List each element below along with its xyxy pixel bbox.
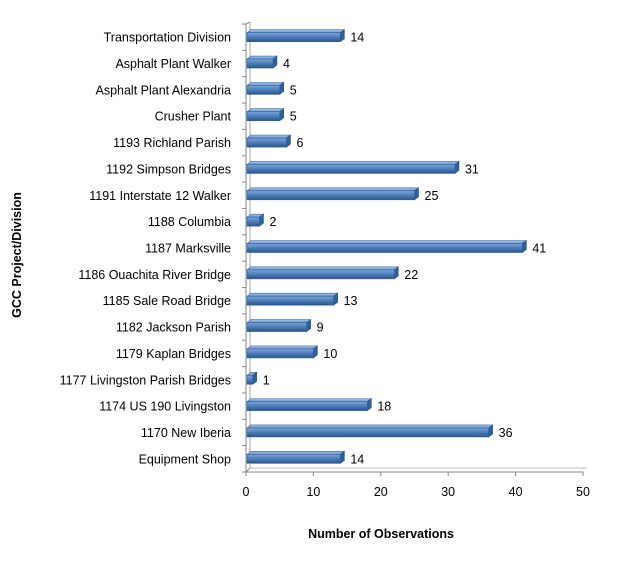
y-tick-label: 1187 Marksville <box>145 242 231 256</box>
x-tick-label: 20 <box>374 485 388 499</box>
data-label: 22 <box>404 268 418 282</box>
data-label: 36 <box>499 426 513 440</box>
bar <box>246 374 254 385</box>
data-label: 9 <box>317 321 324 335</box>
bar <box>246 190 415 201</box>
y-tick-label: 1192 Simpson Bridges <box>106 162 231 176</box>
bar-top <box>246 424 494 429</box>
x-tick-label: 10 <box>306 485 320 499</box>
bar-top <box>246 398 373 402</box>
y-axis-title: GCC Project/Division <box>10 192 24 318</box>
y-tick-label: Crusher Plant <box>155 110 232 124</box>
data-label: 31 <box>465 162 479 176</box>
bar <box>246 164 456 174</box>
bar-top <box>246 345 319 350</box>
data-label: 6 <box>296 136 303 150</box>
y-tick-label: Transportation Division <box>104 31 231 45</box>
data-label: 5 <box>290 110 297 124</box>
y-tick-label: 1182 Jackson Parish <box>116 321 231 335</box>
y-tick-label: 1186 Ouachita River Bridge <box>78 268 231 282</box>
chart-bars <box>246 29 528 464</box>
bar <box>246 427 489 438</box>
bar <box>246 216 260 227</box>
bar <box>246 401 368 411</box>
y-tick-label: Equipment Shop <box>139 452 231 466</box>
bar-top <box>246 29 346 33</box>
bar-top <box>246 319 312 323</box>
bar <box>246 243 523 253</box>
y-axis-top-edge <box>245 21 251 25</box>
data-label: 10 <box>323 347 337 361</box>
data-label: 14 <box>350 452 364 466</box>
x-tick-label: 30 <box>441 485 455 499</box>
bar-top <box>246 240 528 244</box>
x-tick-label: 50 <box>576 485 590 499</box>
category-labels: Transportation Division Asphalt Plant Wal… <box>60 31 232 467</box>
bar <box>246 85 281 95</box>
data-label: 18 <box>377 400 391 414</box>
data-label: 13 <box>344 294 358 308</box>
bar-top <box>246 292 339 297</box>
data-label: 2 <box>269 215 276 229</box>
bar <box>246 295 334 306</box>
y-tick-label: 1179 Kaplan Bridges <box>116 347 231 361</box>
y-tick-label: Asphalt Plant Walker <box>115 57 231 71</box>
y-tick-label: 1174 US 190 Livingston <box>99 400 231 414</box>
bar <box>246 454 341 464</box>
bar-top <box>246 82 285 86</box>
y-tick-label: 1193 Richland Parish <box>113 136 231 150</box>
bar <box>246 111 281 122</box>
y-tick-label: 1191 Interstate 12 Walker <box>89 189 231 203</box>
bar-top <box>246 134 292 139</box>
y-tick-label: Asphalt Plant Alexandria <box>95 83 231 97</box>
y-tick-label: 1177 Livingston Parish Bridges <box>60 373 231 387</box>
bar <box>246 137 287 148</box>
bar-top <box>246 451 346 455</box>
x-axis-title: Number of Observations <box>308 527 454 541</box>
floor-edge <box>245 467 251 473</box>
y-tick-label: 1170 New Iberia <box>141 426 231 440</box>
data-label: 14 <box>350 31 364 45</box>
bar <box>246 322 307 332</box>
bar <box>246 58 274 69</box>
bar-top <box>246 187 420 192</box>
bar-top <box>246 108 285 113</box>
y-tick-label: 1185 Sale Road Bridge <box>103 294 231 308</box>
x-tick-label: 0 <box>243 485 250 499</box>
bar <box>246 348 314 359</box>
y-tick-label: 1188 Columbia <box>148 215 231 229</box>
data-label: 25 <box>425 189 439 203</box>
x-tick-labels: 0 10 20 30 40 50 <box>243 485 590 499</box>
bar-top <box>246 266 400 271</box>
bar <box>246 32 341 42</box>
x-tick-label: 40 <box>509 485 523 499</box>
bar <box>246 269 395 280</box>
bar-top <box>246 161 460 165</box>
data-label: 1 <box>263 373 270 387</box>
data-label: 5 <box>290 83 297 97</box>
data-label: 4 <box>283 57 290 71</box>
data-label: 41 <box>532 242 546 256</box>
bar-top <box>246 55 278 60</box>
